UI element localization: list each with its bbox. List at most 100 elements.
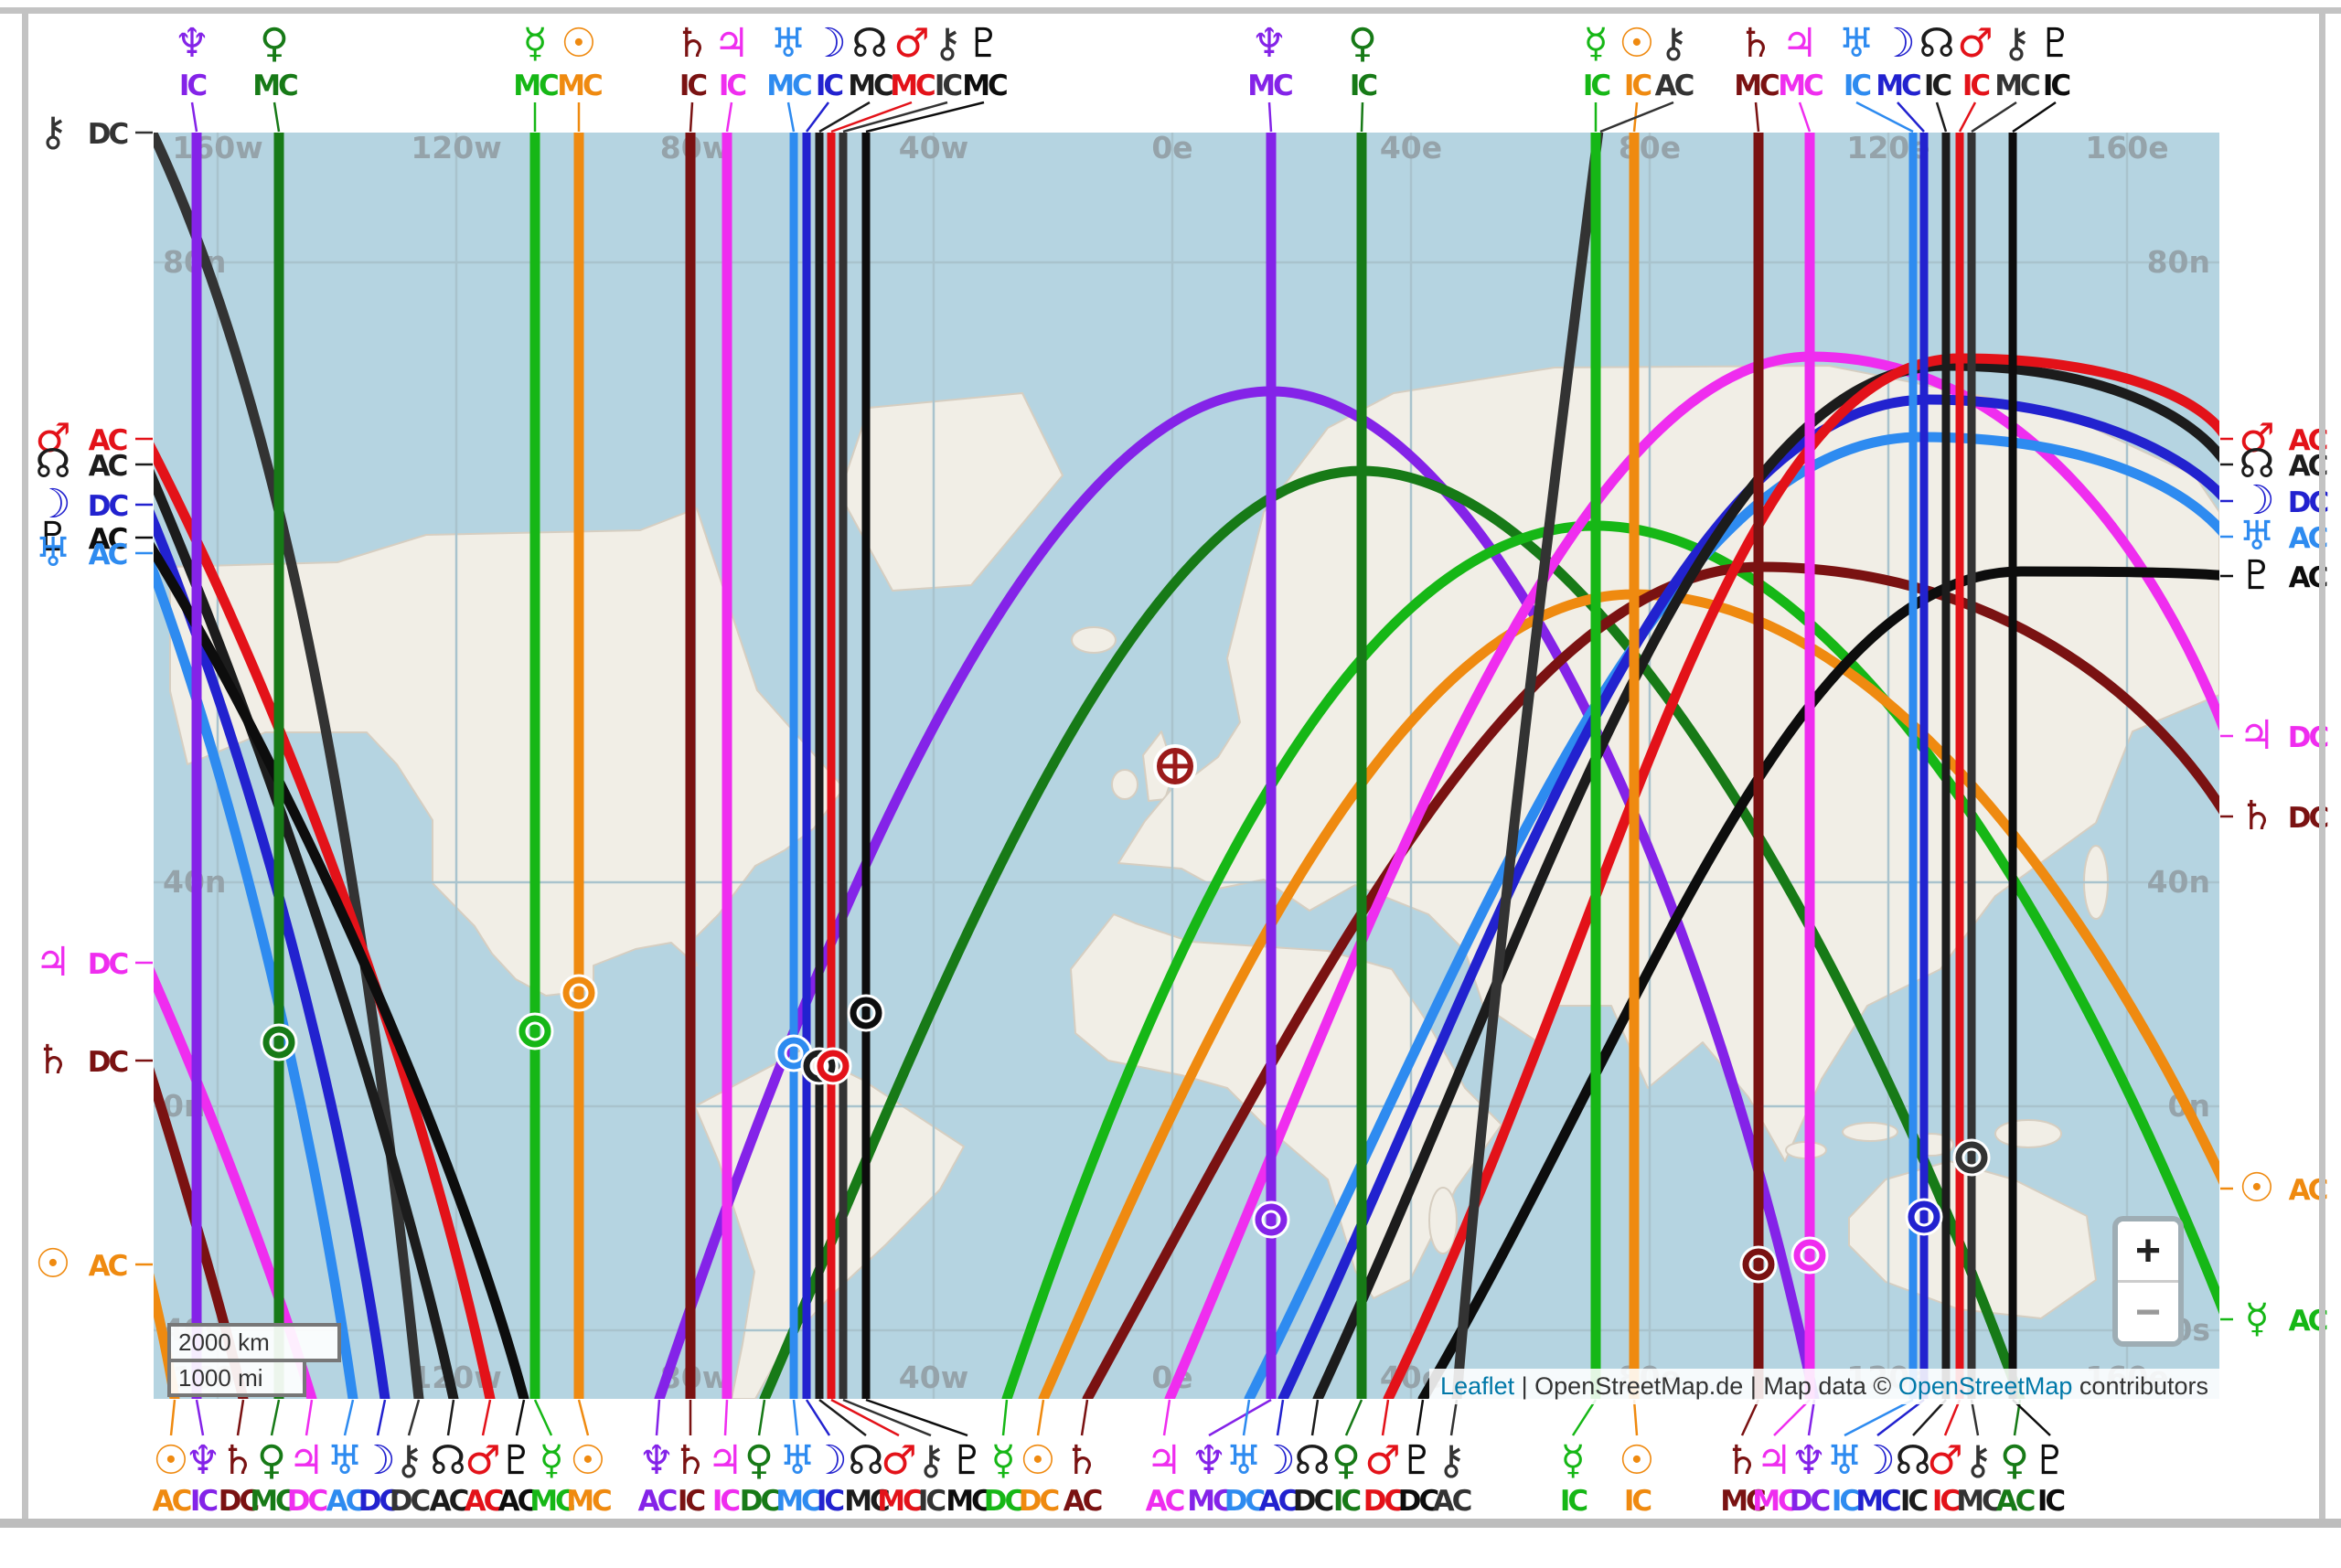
- ring-neptune[interactable]: [1255, 1203, 1288, 1236]
- label-bottom-sun-mc-12-connector: [577, 1399, 590, 1436]
- label-bottom-mercury-dc-23-angle: DC: [984, 1485, 1024, 1518]
- label-bottom-uranus-ic-40-glyph: ♅: [1826, 1437, 1862, 1484]
- curve-uranus-ac[interactable]: [146, 553, 358, 1399]
- label-bottom-moon-dc-6-connector: [376, 1399, 387, 1436]
- label-bottom-sun-dc-24: ☉DC: [1019, 1399, 1061, 1518]
- ring-chiron[interactable]: [1955, 1141, 1988, 1174]
- ring-moon[interactable]: [1908, 1200, 1940, 1233]
- curve-jupiter-ac-dc[interactable]: [1164, 351, 2227, 1399]
- label-bottom-sun-ac-0-glyph: ☉: [153, 1437, 188, 1484]
- label-bottom-moon-mc-41-angle: MC: [1855, 1485, 1900, 1518]
- label-bottom-chiron-dc-7-glyph: ⚷: [394, 1437, 423, 1484]
- label-top-venus-ic-13-glyph: ♀: [1348, 20, 1377, 67]
- label-bottom-venus-ic-31-angle: IC: [1333, 1485, 1361, 1518]
- label-bottom-mercury-mc-11-glyph: ☿: [539, 1437, 563, 1484]
- label-bottom-venus-ac-45: ♀AC: [1996, 1399, 2037, 1518]
- label-top-mercury-ic-14: ☿IC: [1583, 20, 1612, 132]
- label-bottom-saturn-mc-37-angle: MC: [1720, 1485, 1765, 1518]
- ring-saturn[interactable]: [1742, 1248, 1775, 1281]
- zenith-rings: [260, 974, 1991, 1284]
- label-bottom-neptune-ic-1-glyph: ♆: [185, 1437, 220, 1484]
- label-bottom-mars-mc-20-connector: [830, 1398, 900, 1437]
- label-left-chiron-dc-0-angle: DC: [88, 118, 128, 151]
- label-bottom-node-ac-8-connector: [446, 1399, 455, 1436]
- ring-sun[interactable]: [562, 976, 595, 1009]
- label-top-mars-mc-9-connector: [830, 101, 913, 133]
- label-bottom-node-ic-42-angle: IC: [1900, 1485, 1928, 1518]
- label-bottom-sun-ic-36-angle: IC: [1624, 1485, 1652, 1518]
- ring-pluto[interactable]: [850, 997, 882, 1029]
- label-bottom-venus-dc-16-glyph: ♀: [744, 1437, 774, 1484]
- label-bottom-mercury-dc-23: ☿DC: [984, 1399, 1026, 1518]
- label-bottom-uranus-ac-5-angle: AC: [326, 1485, 365, 1518]
- label-top-chiron-ic-10: ⚷IC: [842, 20, 964, 133]
- ring-jupiter[interactable]: [1793, 1239, 1826, 1272]
- curve-chiron-ac[interactable]: [1451, 131, 1604, 1399]
- label-top-moon-ic-7-connector: [806, 101, 829, 133]
- label-bottom-neptune-ac-13-glyph: ♆: [638, 1437, 674, 1484]
- label-top-saturn-mc-17: ♄MC: [1734, 20, 1781, 133]
- curve-mars-dc-ac[interactable]: [1383, 353, 2227, 1399]
- label-right-moon-dc-2-glyph: ☽: [2239, 477, 2274, 524]
- curve-node-dc-ac[interactable]: [1312, 360, 2227, 1399]
- label-left-moon-dc-3: ☽ DC: [35, 481, 153, 528]
- label-top-saturn-mc-17-glyph: ♄: [1737, 20, 1773, 67]
- openstreetmap-link[interactable]: OpenStreetMap: [1897, 1372, 2073, 1400]
- leaflet-link[interactable]: Leaflet: [1440, 1372, 1515, 1400]
- label-bottom-jupiter-mc-38-glyph: ♃: [1756, 1437, 1791, 1484]
- attribution-suffix: contributors: [2072, 1372, 2208, 1400]
- label-top-saturn-mc-17-angle: MC: [1734, 69, 1779, 102]
- label-top-mercury-mc-2-glyph: ☿: [522, 20, 547, 67]
- label-left-jupiter-dc-6-angle: DC: [88, 948, 128, 981]
- grid-label-top-160e: 160e: [2085, 130, 2168, 165]
- zoom-out-button[interactable]: −: [2118, 1280, 2178, 1341]
- label-bottom-chiron-dc-7: ⚷DC: [390, 1399, 432, 1518]
- scale-km-label: 2000 km: [178, 1328, 270, 1356]
- label-left-jupiter-dc-6: ♃ DC: [35, 939, 153, 986]
- label-bottom-node-ic-42-glyph: ☊: [1895, 1437, 1930, 1484]
- label-bottom-neptune-ac-13: ♆AC: [638, 1399, 679, 1518]
- zoom-in-button[interactable]: +: [2118, 1221, 2178, 1280]
- birthplace-marker-layer: [1153, 744, 1197, 788]
- label-right-mars-ac-0-glyph: ♂: [2239, 415, 2274, 462]
- label-bottom-mars-mc-20: ♂MC: [830, 1398, 925, 1518]
- label-bottom-sun-mc-12-glyph: ☉: [570, 1437, 605, 1484]
- label-top-venus-ic-13-angle: IC: [1350, 69, 1377, 102]
- label-bottom-node-ac-8-glyph: ☊: [430, 1437, 465, 1484]
- label-bottom-venus-mc-3-glyph: ♀: [257, 1437, 286, 1484]
- curve-pluto-dc-ac[interactable]: [1417, 566, 2227, 1399]
- curve-mars-ac[interactable]: [146, 439, 496, 1399]
- window-frame-top: [0, 7, 2341, 14]
- curve-pluto-ac[interactable]: [146, 539, 529, 1399]
- ring-mercury[interactable]: [518, 1015, 551, 1048]
- label-top-venus-mc-1: ♀MC: [252, 20, 300, 133]
- label-bottom-neptune-mc-27-connector: [1208, 1398, 1272, 1437]
- label-bottom-neptune-mc-27-angle: MC: [1187, 1485, 1232, 1518]
- label-bottom-mars-dc-32-angle: DC: [1363, 1485, 1404, 1518]
- ring-mars[interactable]: [817, 1050, 850, 1083]
- label-bottom-neptune-dc-39-connector: [1807, 1399, 1816, 1436]
- label-left-moon-dc-3-glyph: ☽: [35, 481, 70, 528]
- label-bottom-sun-dc-24-glyph: ☉: [1020, 1437, 1055, 1484]
- label-top-saturn-ic-4: ♄IC: [674, 20, 711, 133]
- label-left-moon-dc-3-angle: DC: [88, 490, 128, 523]
- ring-venus[interactable]: [262, 1026, 295, 1059]
- label-left-uranus-ac-5: ♅ AC: [35, 529, 153, 576]
- label-top-sun-ic-15-glyph: ☉: [1619, 20, 1654, 67]
- label-bottom-moon-dc-6-angle: DC: [358, 1485, 399, 1518]
- ring-node[interactable]: [803, 1050, 836, 1083]
- label-bottom-mars-ac-9-connector: [481, 1399, 492, 1436]
- label-top-mars-ic-22: ♂IC: [1957, 20, 1994, 133]
- label-bottom-moon-ac-29-angle: AC: [1259, 1485, 1298, 1518]
- label-top-saturn-ic-4-connector: [689, 101, 694, 133]
- label-bottom-jupiter-dc-4-angle: DC: [287, 1485, 327, 1518]
- label-bottom-uranus-ic-40: ♅IC: [1826, 1398, 1914, 1518]
- label-bottom-uranus-ic-40-angle: IC: [1832, 1485, 1859, 1518]
- label-top-mercury-mc-2-angle: MC: [513, 69, 558, 102]
- label-bottom-sun-dc-24-angle: DC: [1019, 1485, 1059, 1518]
- label-left-mars-ac-1: ♂ AC: [35, 415, 153, 462]
- label-top-neptune-mc-12-glyph: ♆: [1251, 20, 1287, 67]
- label-top-uranus-mc-6-angle: MC: [766, 69, 811, 102]
